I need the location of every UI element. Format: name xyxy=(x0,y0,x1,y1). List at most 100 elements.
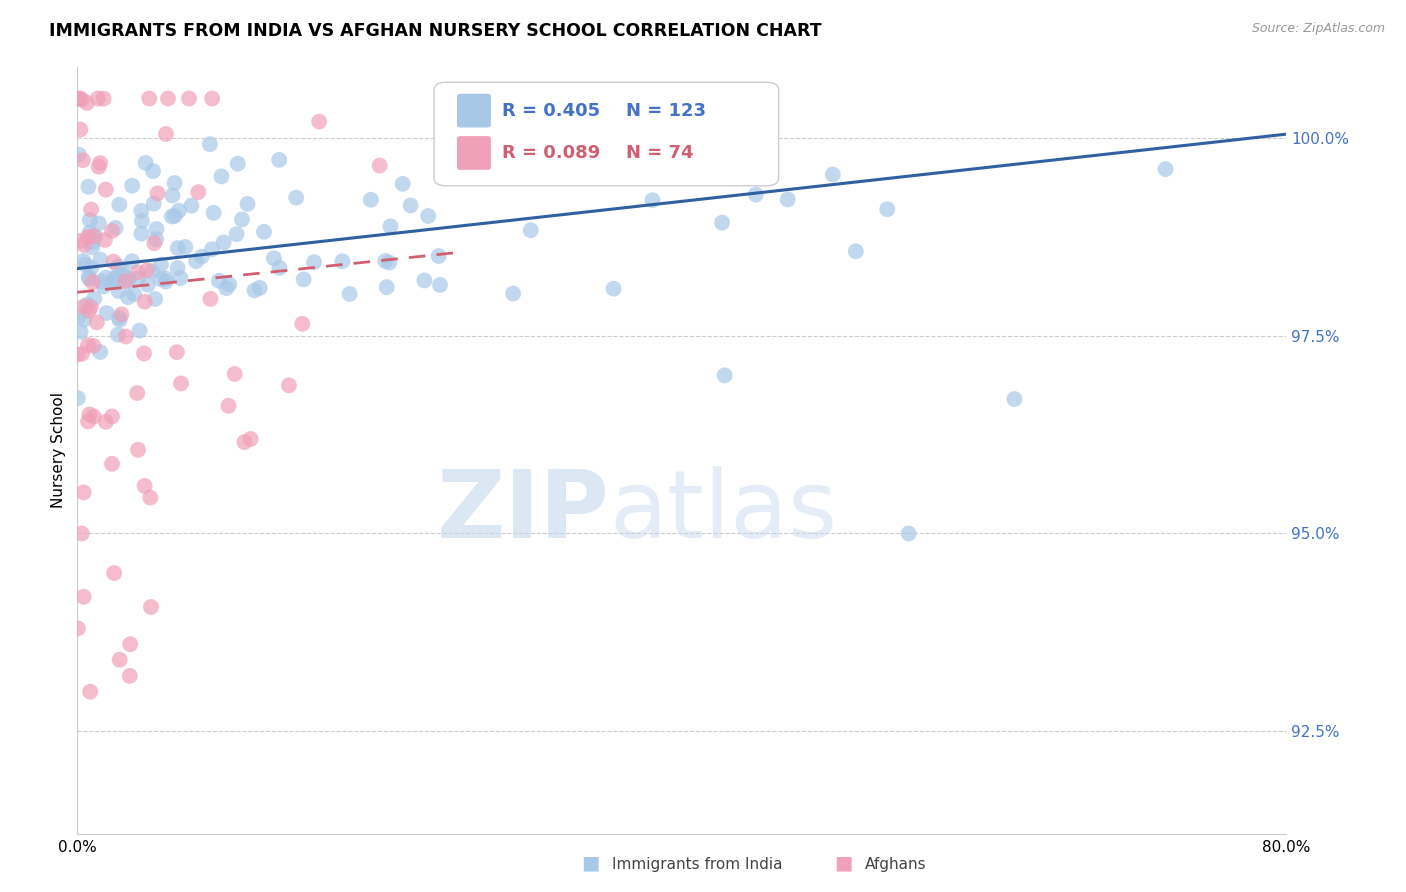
Point xyxy=(90,274,112,288)
Point xyxy=(155,271,177,285)
Point xyxy=(375,280,398,294)
Text: Afghans: Afghans xyxy=(865,857,927,872)
Point xyxy=(89,156,111,170)
Point xyxy=(117,290,139,304)
Point xyxy=(169,271,191,285)
Point xyxy=(378,255,401,269)
Point xyxy=(776,193,799,207)
Point xyxy=(70,93,93,107)
Point xyxy=(141,264,163,278)
Point xyxy=(201,242,224,256)
Point xyxy=(166,345,188,359)
Point xyxy=(82,275,104,289)
Point xyxy=(103,254,125,268)
Point xyxy=(82,229,104,244)
Point xyxy=(80,202,103,217)
Point xyxy=(83,409,105,424)
Point xyxy=(339,287,361,301)
Point xyxy=(1154,162,1177,177)
Point xyxy=(202,205,225,219)
Point xyxy=(69,91,91,105)
Point xyxy=(120,637,142,651)
Point xyxy=(876,202,898,217)
Point xyxy=(138,91,160,105)
Point xyxy=(108,653,131,667)
Text: R = 0.405: R = 0.405 xyxy=(502,102,600,120)
Point xyxy=(427,249,450,263)
Point xyxy=(79,213,101,227)
Point xyxy=(104,271,127,285)
Point xyxy=(77,338,100,352)
Point xyxy=(897,526,920,541)
Point xyxy=(162,188,184,202)
Point xyxy=(208,274,231,288)
Text: N = 74: N = 74 xyxy=(626,144,693,162)
Point xyxy=(73,238,96,252)
Point xyxy=(103,566,125,580)
Point xyxy=(166,260,188,275)
Text: Immigrants from India: Immigrants from India xyxy=(612,857,782,872)
Point xyxy=(93,279,115,293)
Point xyxy=(118,669,141,683)
Point xyxy=(177,91,200,105)
Point xyxy=(374,254,396,268)
Point xyxy=(225,227,247,242)
Point xyxy=(89,252,111,267)
Point xyxy=(713,368,735,383)
Point xyxy=(72,485,94,500)
Point xyxy=(187,185,209,199)
Point xyxy=(134,479,156,493)
Point xyxy=(117,274,139,288)
Point xyxy=(80,260,103,275)
Point xyxy=(107,310,129,325)
Point xyxy=(641,193,664,207)
Point xyxy=(122,287,145,301)
Text: atlas: atlas xyxy=(609,466,838,558)
Point xyxy=(149,272,172,286)
Point xyxy=(399,198,422,212)
Point xyxy=(429,277,451,292)
Point xyxy=(80,300,103,314)
Point xyxy=(380,219,402,234)
Point xyxy=(70,347,93,361)
Point xyxy=(139,491,162,505)
Point xyxy=(209,169,232,184)
Point xyxy=(72,254,94,268)
Point xyxy=(190,250,212,264)
Point xyxy=(135,156,157,170)
Point xyxy=(136,277,159,292)
Point xyxy=(145,222,167,236)
Point xyxy=(84,229,107,244)
Text: 80.0%: 80.0% xyxy=(1263,840,1310,855)
Point xyxy=(128,324,150,338)
Point xyxy=(67,147,90,161)
Point xyxy=(184,254,207,268)
Point xyxy=(263,252,285,266)
Point xyxy=(253,225,276,239)
Text: IMMIGRANTS FROM INDIA VS AFGHAN NURSERY SCHOOL CORRELATION CHART: IMMIGRANTS FROM INDIA VS AFGHAN NURSERY … xyxy=(49,22,823,40)
Point xyxy=(149,258,172,272)
Point xyxy=(94,183,117,197)
Point xyxy=(83,292,105,306)
Point xyxy=(79,226,101,240)
Point xyxy=(163,209,186,223)
Point xyxy=(413,273,436,287)
Point xyxy=(269,153,291,167)
Point xyxy=(733,168,755,182)
Point xyxy=(72,153,94,168)
Point xyxy=(285,191,308,205)
Point xyxy=(107,327,129,342)
Point xyxy=(368,159,391,173)
Point xyxy=(180,199,202,213)
Point xyxy=(89,345,111,359)
Point xyxy=(127,271,149,285)
Point xyxy=(676,148,699,162)
Point xyxy=(101,224,124,238)
Point xyxy=(1004,392,1026,406)
Point xyxy=(72,300,94,314)
Point xyxy=(291,317,314,331)
Point xyxy=(170,376,193,391)
Point xyxy=(107,284,129,298)
Point xyxy=(131,227,153,241)
Point xyxy=(212,235,235,250)
